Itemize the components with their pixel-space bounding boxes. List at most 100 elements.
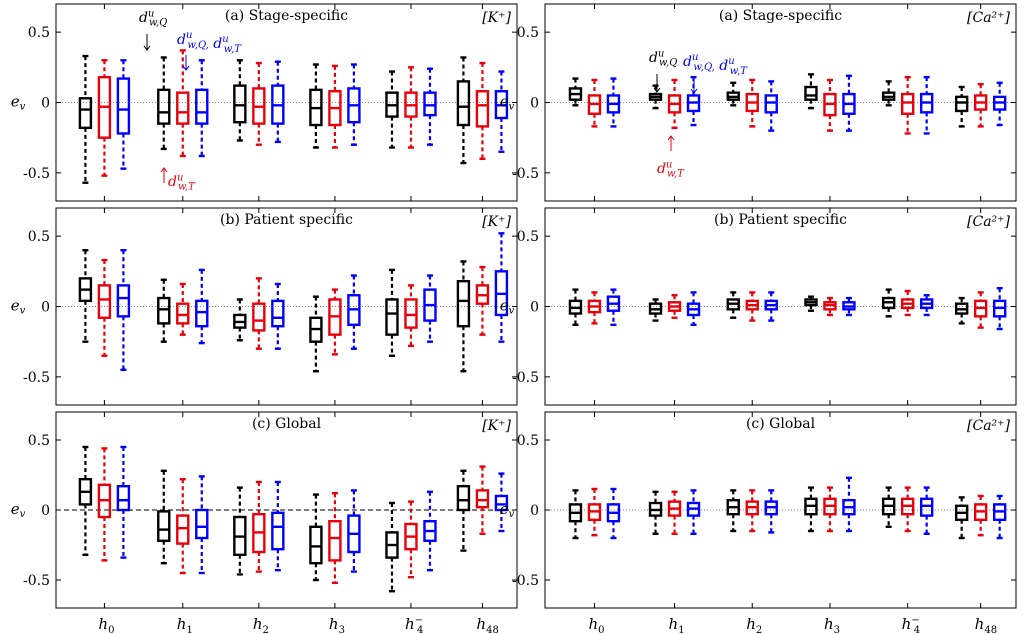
panel-1: 0.5 0 -0.5 ev (a) Stage-specific [K⁺] <box>11 3 518 202</box>
iqr-box <box>423 91 437 117</box>
box-4-series-2 <box>328 288 342 356</box>
iqr-box <box>157 510 171 542</box>
box-1-series-1 <box>78 54 93 184</box>
box-2-series-3 <box>686 489 701 535</box>
box-4-series-2 <box>328 492 342 584</box>
ion-label: [Ca²⁺] <box>967 418 1011 434</box>
panel-title: (c) Global <box>252 416 322 432</box>
box-2-series-3 <box>686 291 701 326</box>
box-6-series-1 <box>456 260 471 373</box>
box-4-series-2 <box>823 78 837 132</box>
box-5-series-2 <box>900 75 915 135</box>
box-6-series-3 <box>494 70 509 153</box>
box-4-series-3 <box>842 296 856 317</box>
box-4-series-2 <box>328 64 342 149</box>
iqr-box <box>475 489 490 509</box>
ion-label: [K⁺] <box>482 418 511 434</box>
box-2-series-2 <box>176 282 190 336</box>
box-2-series-3 <box>195 59 209 158</box>
box-3-series-1 <box>726 81 740 107</box>
box-5-series-3 <box>919 486 934 535</box>
box-2-series-3 <box>195 475 209 575</box>
box-5-series-2 <box>404 66 418 149</box>
box-1-series-3 <box>116 249 131 372</box>
box-2-series-2 <box>176 478 190 575</box>
box-2-series-3 <box>195 268 209 345</box>
arrow-blue-head <box>182 65 190 71</box>
iqr-box <box>116 485 131 512</box>
series-label-black: du w,Q <box>139 9 167 29</box>
iqr-box <box>919 497 934 517</box>
box-6-series-2 <box>475 465 490 535</box>
box-6-series-2 <box>475 61 490 160</box>
box-1-series-2 <box>97 59 112 177</box>
panel-2: 0.5 0 -0.5 ev (a) Stage-specific [Ca²⁺] <box>500 3 1017 202</box>
iqr-box <box>78 97 93 130</box>
y-axis-label: ev <box>500 297 515 317</box>
iqr-box <box>456 80 471 127</box>
panel-title: (a) Stage-specific <box>719 8 842 24</box>
x-tick-label: h0 <box>98 615 114 634</box>
box-1-series-3 <box>606 288 621 326</box>
box-3-series-1 <box>233 486 247 576</box>
iqr-box <box>176 514 190 545</box>
box-4-series-3 <box>842 476 856 533</box>
box-5-series-1 <box>881 288 896 318</box>
box-1-series-1 <box>568 489 583 540</box>
panel-title: (b) Patient specific <box>714 212 847 228</box>
iqr-box <box>116 284 131 318</box>
box-6-series-2 <box>973 83 988 128</box>
iqr-box <box>195 508 209 540</box>
box-6-series-1 <box>456 56 471 165</box>
iqr-box <box>195 88 209 125</box>
box-1-series-1 <box>78 249 93 343</box>
y-tick-label: 0.5 <box>28 229 50 245</box>
box-6-series-3 <box>992 494 1007 540</box>
box-5-series-2 <box>404 500 418 579</box>
x-tick-label: h48 <box>476 615 498 634</box>
arrow-red-head <box>667 135 675 141</box>
box-6-series-1 <box>954 496 969 540</box>
iqr-box <box>176 302 190 325</box>
iqr-box <box>97 284 112 319</box>
box-2-series-2 <box>667 490 682 535</box>
iqr-box <box>404 298 418 329</box>
iqr-box <box>456 279 471 328</box>
box-1-series-3 <box>606 77 621 128</box>
plot-frame <box>544 411 1017 609</box>
box-1-series-2 <box>97 447 112 562</box>
box-6-series-1 <box>456 469 471 552</box>
iqr-box <box>309 525 323 565</box>
box-1-series-1 <box>568 77 583 107</box>
panel-4: 0.5 0 -0.5 ev (b) Patient specific [Ca²⁺] <box>500 207 1017 406</box>
box-1-series-2 <box>97 258 112 357</box>
y-tick-label: -0.5 <box>512 573 539 589</box>
x-tick-label: h3 <box>824 615 840 634</box>
ion-label: [Ca²⁺] <box>967 10 1011 26</box>
y-tick-label: 0 <box>41 300 50 316</box>
box-5-series-1 <box>385 268 399 357</box>
x-tick-label: h2 <box>746 615 762 634</box>
plot-frame <box>544 207 1017 406</box>
x-tick-label: h2 <box>253 615 269 634</box>
box-6-series-2 <box>475 265 490 336</box>
box-3-series-3 <box>764 291 778 322</box>
iqr-box <box>385 298 399 336</box>
box-5-series-1 <box>385 70 399 149</box>
box-5-series-3 <box>423 274 437 343</box>
box-5-series-1 <box>385 501 399 593</box>
box-5-series-1 <box>881 80 896 107</box>
box-4-series-3 <box>347 274 361 350</box>
iqr-box <box>176 91 190 125</box>
box-5-series-2 <box>900 289 915 317</box>
box-2-series-1 <box>648 490 663 535</box>
iqr-box <box>252 302 266 332</box>
y-tick-label: 0 <box>530 503 539 519</box>
iqr-box <box>116 77 131 135</box>
box-1-series-2 <box>587 487 602 537</box>
plot-frame <box>544 3 1017 202</box>
y-tick-label: 0.5 <box>28 433 50 449</box>
series-label-black: du w,Q <box>649 49 677 69</box>
box-3-series-3 <box>271 60 285 144</box>
